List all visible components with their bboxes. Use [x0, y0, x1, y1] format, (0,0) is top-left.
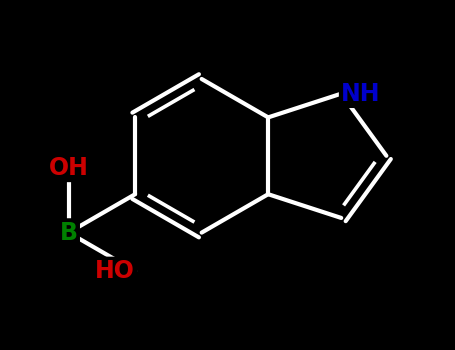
Text: OH: OH — [49, 156, 89, 180]
Text: HO: HO — [95, 259, 135, 283]
Text: NH: NH — [341, 82, 381, 106]
Text: HO: HO — [95, 259, 135, 283]
Text: NH: NH — [341, 82, 381, 106]
Text: B: B — [60, 220, 78, 245]
Text: B: B — [60, 220, 78, 245]
Text: OH: OH — [49, 156, 89, 180]
